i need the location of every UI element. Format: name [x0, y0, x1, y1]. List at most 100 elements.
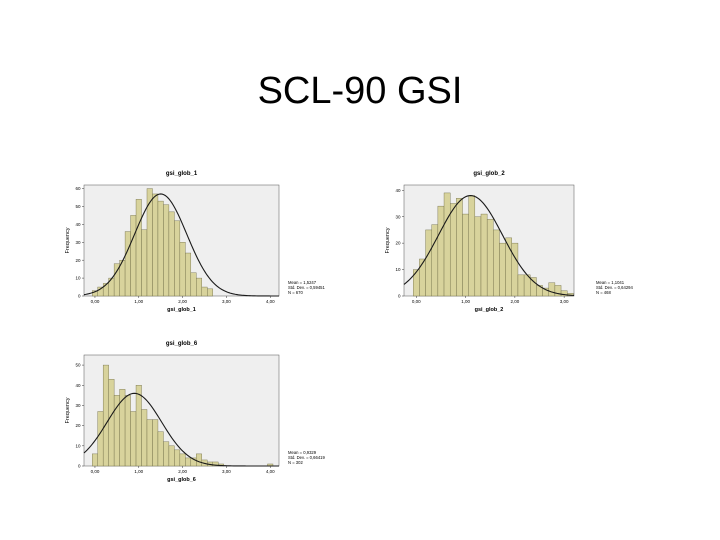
chart-2-bar [443, 192, 451, 297]
chart-3-bar [196, 453, 202, 467]
chart-2-xlabel: gsi_glob_2 [475, 307, 504, 313]
chart-1-bar [207, 288, 213, 297]
chart-2-bar [462, 213, 469, 297]
chart-3-xtick-label: 4,00 [266, 469, 275, 474]
chart-3-ytick-label: 30 [75, 403, 81, 408]
chart-3-xtick-label: 1,00 [134, 469, 143, 474]
chart-3-ytick-label: 0 [78, 464, 81, 469]
chart-1-ytick-label: 30 [75, 240, 81, 245]
chart-3-bar [135, 385, 142, 467]
chart-3-ytick-label: 10 [75, 443, 81, 448]
chart-3-xtick-label: 0,00 [91, 469, 100, 474]
chart-2-ytick-label: 30 [395, 214, 401, 219]
chart-3-stat-line: Mean = 0,9329 [288, 450, 317, 455]
chart-1-xtick-label: 2,00 [178, 299, 187, 304]
chart-3-bar [152, 419, 159, 467]
chart-1-stat-line: N = 670 [288, 290, 303, 295]
chart-1-bar [135, 199, 142, 297]
chart-1-bar [185, 252, 192, 297]
chart-1-stat-line: Mean = 1,5247 [288, 280, 317, 285]
histogram-2-svg: gsi_glob_2 0 10 20 30 40 0,00 1,00 2,00 3,00 gsi_g… [385, 171, 633, 313]
histogram-panel-3: gsi_glob_6 0 10 20 30 40 50 0,00 1,00 2,00 3,00 4,0… [40, 333, 325, 488]
chart-2-bar [419, 258, 426, 297]
histogram-panel-2: gsi_glob_2 0 10 20 30 40 0,00 1,00 2,00 3,00 gsi_g… [360, 163, 660, 318]
chart-3-bar [92, 453, 98, 467]
chart-1-bar [157, 200, 164, 297]
chart-1-stat-line: Std. Dev. = 0,59451 [288, 285, 325, 290]
chart-3-xtick-label: 3,00 [222, 469, 231, 474]
chart-2-bar [449, 203, 457, 297]
histogram-1-svg: gsi_glob_1 0 10 20 30 40 50 60 0,00 1,00 2,00 3,00 4… [65, 171, 325, 313]
chart-2-bar [425, 229, 432, 297]
chart-1-ytick-label: 40 [75, 222, 81, 227]
chart-1-bar [130, 215, 137, 297]
chart-2-ytick-label: 10 [395, 267, 401, 272]
chart-1-title: gsi_glob_1 [166, 171, 198, 177]
chart-1-xtick-label: 3,00 [222, 299, 231, 304]
chart-2-bar [468, 195, 476, 297]
chart-3-bar [141, 409, 148, 467]
chart-3-bar [174, 449, 181, 467]
chart-3-xtick-label: 2,00 [178, 469, 187, 474]
chart-1-bar [141, 229, 148, 297]
chart-3-title: gsi_glob_6 [166, 341, 198, 347]
chart-1-xtick-label: 4,00 [266, 299, 275, 304]
chart-1-bar [201, 286, 208, 297]
chart-3-bar [157, 431, 164, 467]
chart-2-stat-line: Mean = 1,1041 [596, 280, 625, 285]
chart-1-normal-curve [83, 193, 279, 297]
chart-3-ytick-label: 40 [75, 383, 81, 388]
chart-1-bar [163, 204, 170, 297]
chart-2-ylabel: Frequency [385, 227, 391, 253]
chart-2-bar [530, 277, 537, 297]
chart-3-bar [102, 364, 109, 467]
chart-3-stat-line: N = 302 [288, 460, 303, 465]
chart-1-ytick-label: 50 [75, 204, 81, 209]
chart-2-bar [493, 229, 500, 297]
chart-3-ytick-label: 50 [75, 363, 81, 368]
chart-1-bar [190, 272, 197, 297]
chart-1-ytick-label: 0 [78, 294, 81, 299]
chart-3-normal-curve [83, 392, 279, 467]
chart-1-bar [124, 231, 131, 297]
chart-2-bar [474, 216, 482, 297]
chart-2-bar [511, 242, 519, 297]
chart-3-bar [113, 395, 120, 467]
chart-1-xlabel: gsi_glob_1 [167, 307, 196, 313]
chart-2-ytick-label: 0 [398, 294, 401, 299]
chart-3-ylabel: Frequency [65, 397, 71, 423]
histogram-3-svg: gsi_glob_6 0 10 20 30 40 50 0,00 1,00 2,00 3,00 4,0… [65, 341, 325, 483]
chart-1-ytick-label: 20 [75, 258, 81, 263]
slide-title: SCL-90 GSI [257, 70, 463, 112]
chart-2-bar [517, 274, 525, 297]
chart-3-bar [168, 445, 175, 467]
chart-3-stat-line: Std. Dev. = 0,66419 [288, 455, 325, 460]
chart-3-bar [130, 411, 137, 467]
chart-1-ytick-label: 10 [75, 276, 81, 281]
chart-1-bar [196, 277, 202, 297]
chart-2-bar [413, 269, 420, 297]
chart-2-bar [548, 282, 556, 297]
chart-3-bar [163, 441, 170, 467]
chart-2-xtick-label: 0,00 [412, 299, 421, 304]
chart-2-bar [456, 198, 463, 297]
chart-2-ytick-label: 40 [395, 188, 401, 193]
chart-1-ytick-label: 60 [75, 186, 81, 191]
chart-1-xtick-label: 0,00 [91, 299, 100, 304]
chart-2-bar [486, 219, 494, 297]
chart-2-bar [499, 242, 506, 297]
chart-1-ylabel: Frequency [65, 227, 71, 253]
chart-2-bar [431, 224, 439, 297]
chart-2-ytick-label: 20 [395, 241, 401, 246]
histogram-panel-1: gsi_glob_1 0 10 20 30 40 50 60 0,00 1,00 2,00 3,00 4… [40, 163, 325, 318]
chart-3-ytick-label: 20 [75, 423, 81, 428]
chart-1-bar [174, 220, 181, 297]
chart-2-title: gsi_glob_2 [473, 171, 505, 177]
chart-2-xtick-label: 3,00 [560, 299, 569, 304]
chart-2-normal-curve [403, 195, 575, 297]
chart-2-bar [437, 205, 445, 297]
chart-2-stat-line: Std. Dev. = 0,64294 [596, 285, 633, 290]
chart-3-bar [97, 411, 104, 467]
chart-1-bar [168, 211, 175, 297]
chart-2-xtick-label: 1,00 [461, 299, 470, 304]
